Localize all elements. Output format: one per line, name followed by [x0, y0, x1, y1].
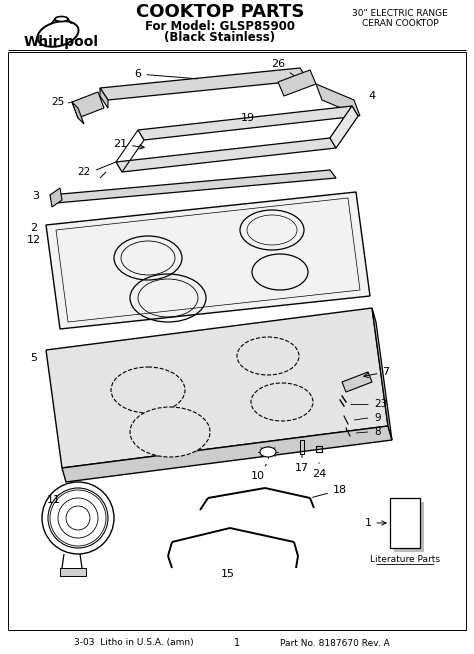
Text: 12: 12 — [27, 235, 41, 245]
Text: 23: 23 — [374, 399, 387, 409]
Polygon shape — [50, 188, 62, 207]
Text: 21: 21 — [113, 139, 144, 149]
Text: 17: 17 — [295, 455, 309, 473]
Ellipse shape — [260, 447, 276, 457]
Text: 15: 15 — [221, 569, 235, 579]
Polygon shape — [316, 84, 360, 116]
Text: 1: 1 — [234, 638, 240, 648]
Ellipse shape — [42, 482, 114, 554]
Text: 8: 8 — [374, 427, 381, 437]
Text: 11: 11 — [47, 495, 61, 505]
Text: 24: 24 — [312, 463, 326, 479]
Polygon shape — [390, 498, 420, 548]
Polygon shape — [100, 68, 308, 100]
Text: 30" ELECTRIC RANGE: 30" ELECTRIC RANGE — [352, 10, 448, 18]
Ellipse shape — [130, 407, 210, 457]
Polygon shape — [50, 170, 336, 203]
Polygon shape — [330, 106, 358, 148]
Text: 3: 3 — [33, 191, 39, 201]
Text: 6: 6 — [135, 69, 197, 79]
Text: 2: 2 — [30, 223, 37, 233]
Text: COOKTOP PARTS: COOKTOP PARTS — [136, 3, 304, 21]
Polygon shape — [394, 502, 424, 552]
Text: 19: 19 — [241, 113, 255, 123]
Ellipse shape — [251, 383, 313, 421]
Polygon shape — [116, 138, 336, 172]
Text: 22: 22 — [77, 167, 91, 177]
Polygon shape — [138, 106, 358, 140]
Ellipse shape — [111, 367, 185, 413]
Text: Part No. 8187670 Rev. A: Part No. 8187670 Rev. A — [280, 638, 390, 647]
Polygon shape — [72, 102, 84, 124]
Text: 10: 10 — [251, 464, 266, 481]
Text: 3-03  Litho in U.S.A. (amn): 3-03 Litho in U.S.A. (amn) — [74, 638, 193, 647]
Polygon shape — [100, 88, 108, 108]
Text: 26: 26 — [271, 59, 294, 75]
Polygon shape — [278, 70, 316, 96]
Polygon shape — [60, 568, 86, 576]
Text: CERAN COOKTOP: CERAN COOKTOP — [362, 20, 438, 29]
Text: (Black Stainless): (Black Stainless) — [164, 31, 275, 44]
Text: For Model: GLSP85900: For Model: GLSP85900 — [145, 20, 295, 33]
Text: 25: 25 — [51, 97, 64, 107]
Text: 4: 4 — [368, 91, 375, 101]
Ellipse shape — [55, 16, 68, 22]
Ellipse shape — [237, 337, 299, 375]
Text: 18: 18 — [313, 485, 347, 497]
Polygon shape — [72, 92, 104, 118]
Text: Literature Parts: Literature Parts — [370, 555, 440, 564]
Text: 9: 9 — [374, 413, 381, 423]
Polygon shape — [46, 192, 370, 329]
Text: 5: 5 — [30, 353, 37, 363]
Polygon shape — [342, 372, 372, 392]
Text: 7: 7 — [364, 367, 390, 377]
Text: 1: 1 — [365, 518, 386, 528]
Polygon shape — [62, 426, 392, 482]
Text: Whirlpool: Whirlpool — [24, 35, 99, 49]
Polygon shape — [46, 308, 388, 468]
Polygon shape — [372, 308, 392, 440]
